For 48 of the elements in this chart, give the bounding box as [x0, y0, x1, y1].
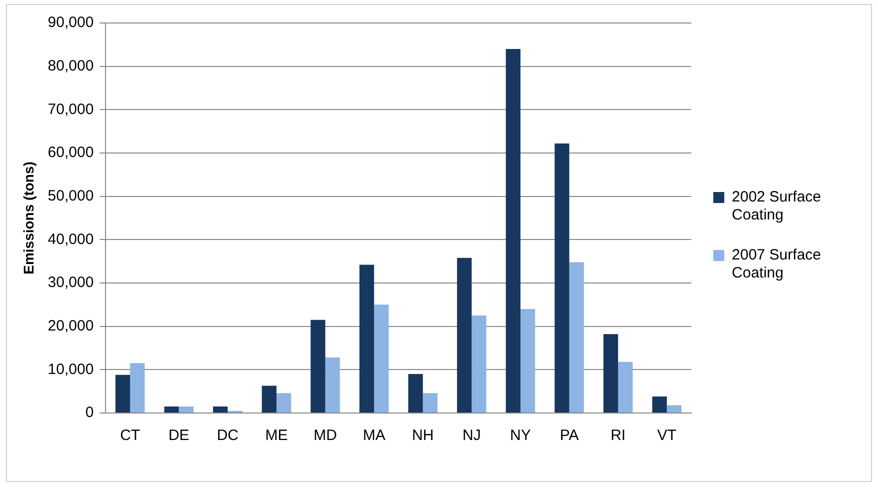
y-tick-label: 20,000	[48, 317, 94, 334]
bar	[276, 393, 292, 412]
legend-label: 2007 Surface Coating	[732, 246, 822, 282]
y-tick-label: 30,000	[48, 274, 94, 292]
bar	[115, 374, 130, 412]
bar	[472, 316, 486, 412]
x-tick-label: NJ	[462, 427, 481, 444]
x-tick-label: NH	[412, 427, 434, 444]
bar	[618, 362, 633, 412]
x-tick-label: DE	[168, 427, 190, 444]
x-tick-label: RI	[610, 427, 626, 444]
bar	[374, 304, 389, 412]
y-tick-label: 50,000	[48, 187, 94, 204]
x-tick-label: NY	[510, 427, 531, 444]
bar	[408, 374, 423, 412]
bar	[422, 393, 438, 412]
bar	[520, 309, 536, 412]
bar	[457, 258, 472, 412]
x-tick-label: DC	[216, 427, 239, 444]
bar	[310, 320, 326, 412]
bar	[359, 264, 374, 412]
bar	[506, 49, 520, 412]
legend-label: 2002 Surface Coating	[732, 188, 822, 224]
bar	[178, 406, 194, 412]
y-tick-label: 60,000	[48, 144, 94, 162]
x-tick-label: MD	[314, 427, 338, 444]
y-tick-label: 70,000	[48, 100, 94, 118]
bar	[213, 406, 228, 412]
bar	[603, 334, 618, 412]
bar	[666, 405, 682, 412]
x-tick-label: VT	[657, 427, 676, 444]
bar	[325, 358, 340, 412]
x-tick-label: PA	[560, 427, 579, 444]
y-axis-title: Emissions (tons)	[20, 162, 36, 274]
x-tick-label: MA	[362, 427, 386, 444]
x-tick-label: CT	[120, 427, 140, 444]
bar	[652, 396, 667, 412]
bar	[569, 262, 584, 412]
bar	[262, 386, 276, 412]
bar	[130, 363, 145, 412]
y-tick-label: 0	[85, 404, 94, 422]
y-tick-label: 90,000	[48, 14, 94, 32]
bar	[554, 143, 570, 412]
y-tick-label: 80,000	[48, 57, 94, 74]
bar	[164, 406, 179, 412]
x-tick-label: ME	[265, 427, 288, 444]
y-tick-label: 40,000	[48, 230, 94, 248]
y-tick-label: 10,000	[48, 360, 94, 378]
